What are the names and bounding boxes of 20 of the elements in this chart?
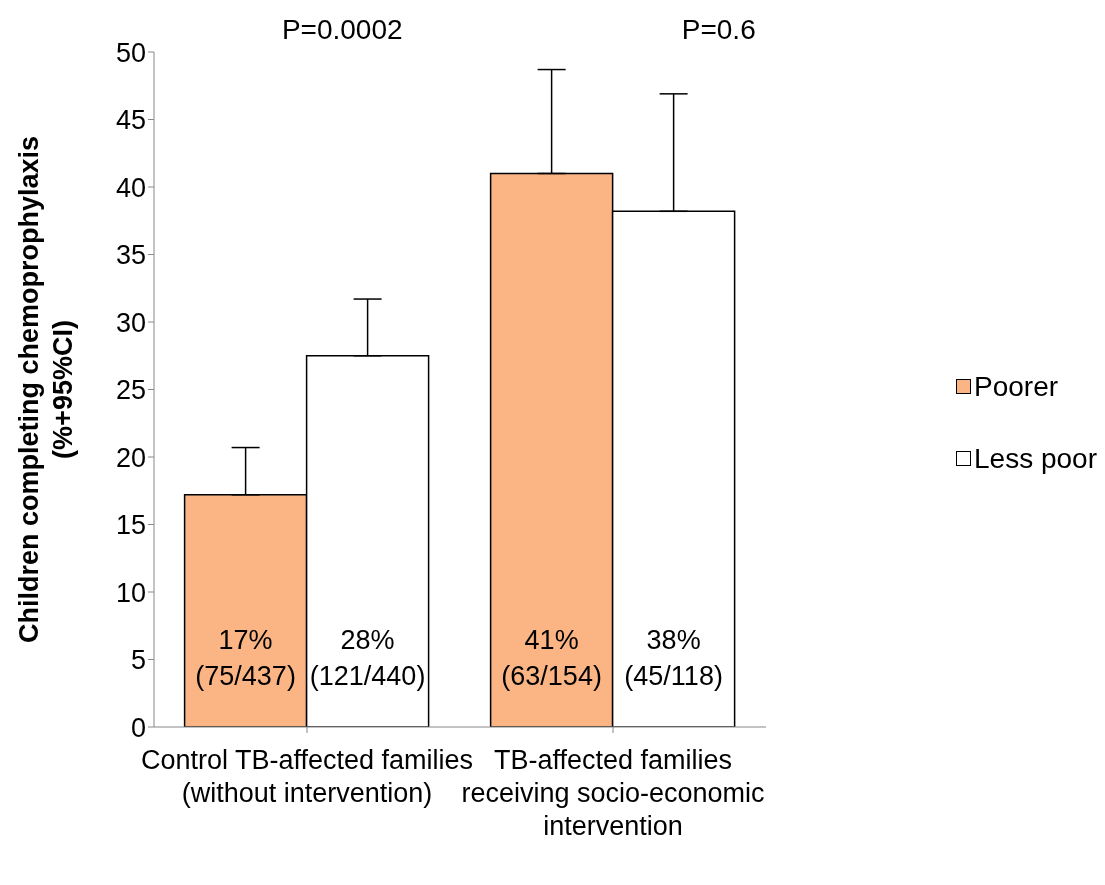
y-tick-label: 30 [115, 307, 146, 338]
data-label: 28% (121/440) [309, 625, 426, 691]
y-tick-label: 15 [115, 510, 146, 541]
data-label: 41% (63/154) [501, 625, 602, 691]
text: P=0.6 [680, 14, 757, 46]
text: P=0.0002 [280, 14, 404, 46]
y-tick-label: 5 [130, 645, 146, 676]
y-tick-label: 20 [115, 442, 146, 473]
y-tick-label: 0 [130, 712, 146, 743]
y-tick-label: 35 [115, 240, 146, 271]
y-tick-label: 40 [115, 172, 146, 203]
data-label: 38% (45/118) [624, 625, 723, 691]
y-tick-label: 10 [115, 577, 146, 608]
y-tick-label: 45 [115, 105, 146, 136]
y-tick-label: 50 [115, 37, 146, 68]
y-axis-title: Children completing chemoprophylaxis (%+95%CI) [14, 135, 78, 644]
legend-label: Poorer [974, 370, 1059, 403]
y-tick-label: 25 [115, 375, 146, 406]
data-label: 17% (75/437) [195, 625, 296, 691]
legend-label: Less poor [974, 442, 1097, 475]
